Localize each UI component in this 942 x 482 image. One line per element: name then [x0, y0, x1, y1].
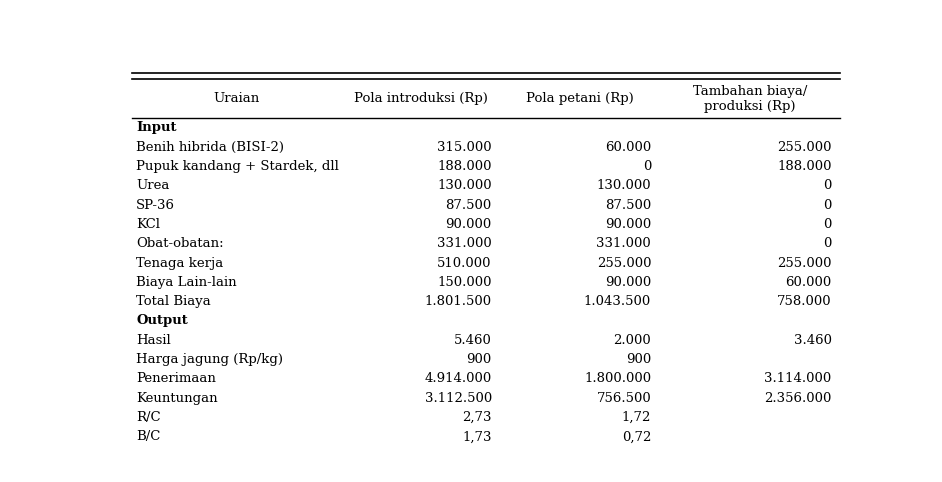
- Text: 0: 0: [823, 237, 832, 250]
- Text: 3.112.500: 3.112.500: [425, 392, 492, 405]
- Text: Penerimaan: Penerimaan: [136, 373, 216, 386]
- Text: 1.800.000: 1.800.000: [584, 373, 651, 386]
- Text: 90.000: 90.000: [605, 276, 651, 289]
- Text: Pola introduksi (Rp): Pola introduksi (Rp): [354, 93, 488, 106]
- Text: 331.000: 331.000: [596, 237, 651, 250]
- Text: 150.000: 150.000: [437, 276, 492, 289]
- Text: 130.000: 130.000: [596, 179, 651, 192]
- Text: Total Biaya: Total Biaya: [136, 295, 211, 308]
- Text: Pola petani (Rp): Pola petani (Rp): [527, 93, 634, 106]
- Text: 331.000: 331.000: [437, 237, 492, 250]
- Text: 60.000: 60.000: [605, 141, 651, 154]
- Text: Hasil: Hasil: [136, 334, 171, 347]
- Text: Biaya Lain-lain: Biaya Lain-lain: [136, 276, 236, 289]
- Text: 1.801.500: 1.801.500: [425, 295, 492, 308]
- Text: 2.356.000: 2.356.000: [764, 392, 832, 405]
- Text: 0: 0: [823, 218, 832, 231]
- Text: 2,73: 2,73: [463, 411, 492, 424]
- Text: Benih hibrida (BISI-2): Benih hibrida (BISI-2): [136, 141, 284, 154]
- Text: 87.500: 87.500: [446, 199, 492, 212]
- Text: 315.000: 315.000: [437, 141, 492, 154]
- Text: 255.000: 255.000: [777, 256, 832, 269]
- Text: 60.000: 60.000: [786, 276, 832, 289]
- Text: Uraian: Uraian: [214, 93, 260, 106]
- Text: Keuntungan: Keuntungan: [136, 392, 218, 405]
- Text: 188.000: 188.000: [437, 160, 492, 173]
- Text: 756.500: 756.500: [596, 392, 651, 405]
- Text: R/C: R/C: [136, 411, 161, 424]
- Text: 4.914.000: 4.914.000: [425, 373, 492, 386]
- Text: 87.500: 87.500: [605, 199, 651, 212]
- Text: 255.000: 255.000: [777, 141, 832, 154]
- Text: KCl: KCl: [136, 218, 160, 231]
- Text: 130.000: 130.000: [437, 179, 492, 192]
- Text: SP-36: SP-36: [136, 199, 175, 212]
- Text: 90.000: 90.000: [446, 218, 492, 231]
- Text: 0,72: 0,72: [622, 430, 651, 443]
- Text: Tenaga kerja: Tenaga kerja: [136, 256, 223, 269]
- Text: 1,72: 1,72: [622, 411, 651, 424]
- Text: 3.114.000: 3.114.000: [765, 373, 832, 386]
- Text: 900: 900: [625, 353, 651, 366]
- Text: 2.000: 2.000: [613, 334, 651, 347]
- Text: 255.000: 255.000: [596, 256, 651, 269]
- Text: 0: 0: [823, 179, 832, 192]
- Text: Urea: Urea: [136, 179, 170, 192]
- Text: Harga jagung (Rp/kg): Harga jagung (Rp/kg): [136, 353, 283, 366]
- Text: 5.460: 5.460: [454, 334, 492, 347]
- Text: Input: Input: [136, 121, 176, 134]
- Text: Pupuk kandang + Stardek, dll: Pupuk kandang + Stardek, dll: [136, 160, 339, 173]
- Text: 90.000: 90.000: [605, 218, 651, 231]
- Text: 1.043.500: 1.043.500: [584, 295, 651, 308]
- Text: Output: Output: [136, 314, 187, 327]
- Text: 900: 900: [466, 353, 492, 366]
- Text: 0: 0: [823, 199, 832, 212]
- Text: 510.000: 510.000: [437, 256, 492, 269]
- Text: 758.000: 758.000: [777, 295, 832, 308]
- Text: Tambahan biaya/
produksi (Rp): Tambahan biaya/ produksi (Rp): [693, 85, 807, 113]
- Text: Obat-obatan:: Obat-obatan:: [136, 237, 223, 250]
- Text: 1,73: 1,73: [463, 430, 492, 443]
- Text: 0: 0: [642, 160, 651, 173]
- Text: 188.000: 188.000: [777, 160, 832, 173]
- Text: B/C: B/C: [136, 430, 160, 443]
- Text: 3.460: 3.460: [794, 334, 832, 347]
